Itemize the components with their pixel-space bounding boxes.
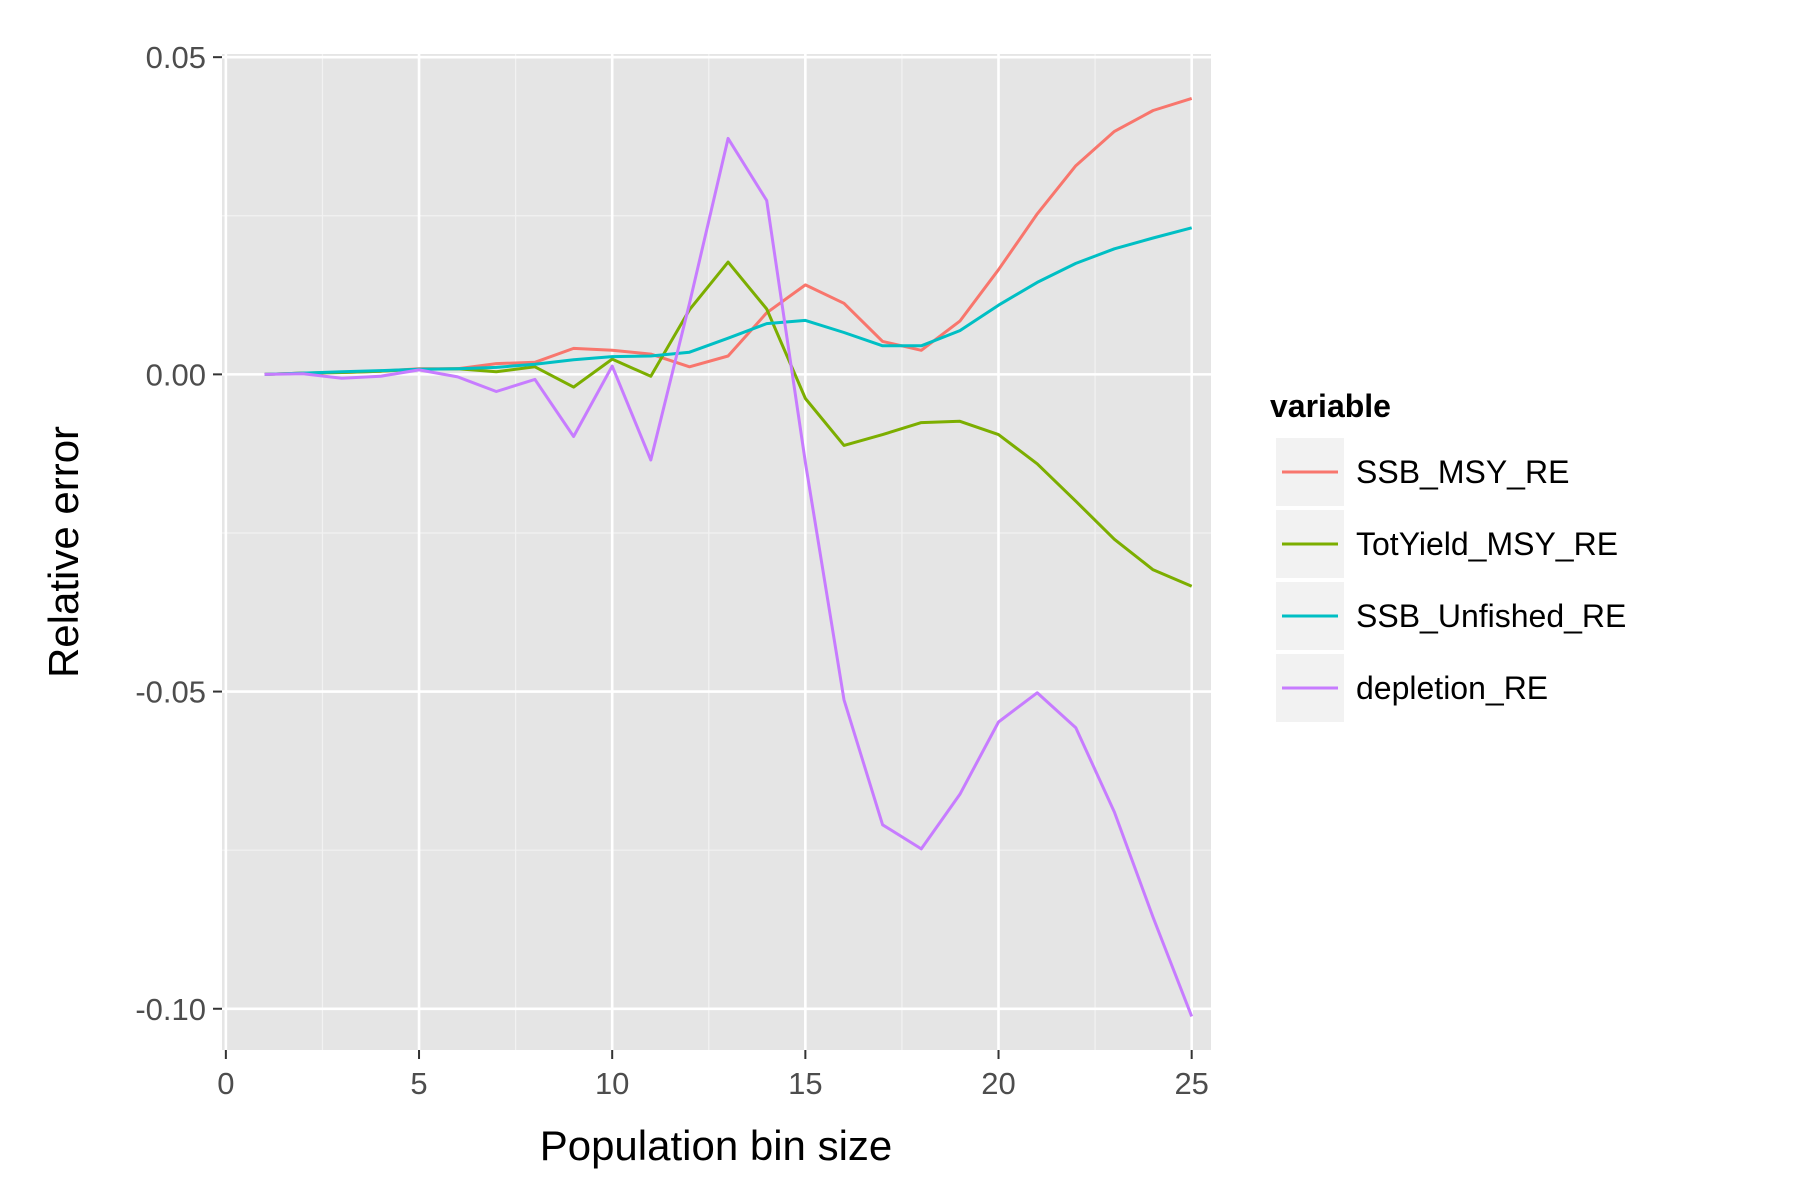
series-lines — [264, 96, 1194, 1017]
y-axis: 0.05 0.00 -0.05 -0.10 — [135, 40, 222, 1027]
legend-label-SSB_MSY_RE: SSB_MSY_RE — [1356, 454, 1569, 490]
legend-title: variable — [1270, 388, 1391, 424]
x-tick-label: 10 — [595, 1066, 629, 1101]
legend-items: SSB_MSY_RE TotYield_MSY_RE SSB_Unfished_RE… — [1276, 438, 1626, 722]
y-axis-title: Relative error — [40, 426, 87, 678]
x-axis: 0 5 10 15 20 25 — [217, 1050, 1209, 1101]
x-tick-label: 5 — [410, 1066, 427, 1101]
series-line-depletion_RE — [264, 136, 1194, 1017]
x-tick-label: 15 — [788, 1066, 822, 1101]
y-tick-label: -0.05 — [135, 675, 206, 710]
legend-label-depletion_RE: depletion_RE — [1356, 670, 1548, 706]
major-gridlines — [222, 54, 1211, 1050]
y-tick-label: 0.05 — [146, 40, 206, 75]
y-tick-label: -0.10 — [135, 992, 206, 1027]
legend-label-TotYield_MSY_RE: TotYield_MSY_RE — [1356, 526, 1618, 562]
x-tick-label: 0 — [217, 1066, 234, 1101]
x-tick-label: 20 — [981, 1066, 1015, 1101]
y-tick-label: 0.00 — [146, 357, 206, 392]
x-tick-label: 25 — [1174, 1066, 1208, 1101]
legend-label-SSB_Unfished_RE: SSB_Unfished_RE — [1356, 598, 1626, 634]
x-axis-title: Population bin size — [540, 1122, 893, 1169]
legend: variable SSB_MSY_RE TotYield_MSY_RE SSB_Un… — [1270, 388, 1626, 722]
plot-panel — [222, 54, 1211, 1050]
